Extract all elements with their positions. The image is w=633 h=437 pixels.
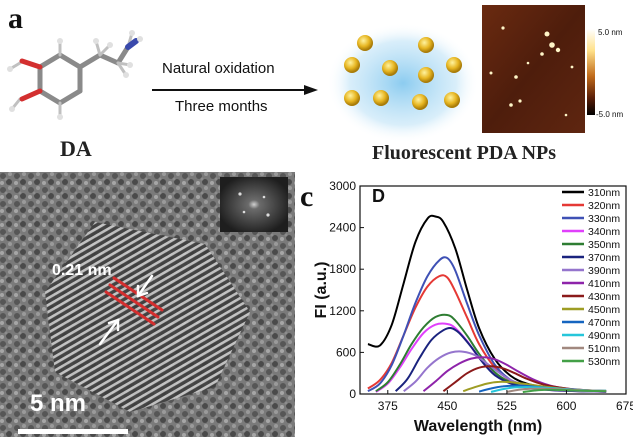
scale-bar-label: 5 nm xyxy=(30,390,87,417)
x-tick-label: 450 xyxy=(437,399,457,413)
arrow-label-top: Natural oxidation xyxy=(162,60,275,77)
legend-label: 310nm xyxy=(588,187,620,199)
legend-label: 390nm xyxy=(588,265,620,277)
legend-label: 370nm xyxy=(588,252,620,264)
lattice-spacing-label: 0.21 nm xyxy=(52,262,112,279)
dopamine-molecule xyxy=(7,30,143,120)
plot-frame xyxy=(359,185,627,395)
panel-c-letter: c xyxy=(300,180,314,213)
pda-nanoparticles-illustration xyxy=(328,23,478,143)
chart-inner-letter: D xyxy=(372,186,385,206)
hrtem-image xyxy=(0,172,295,437)
y-tick-label: 2400 xyxy=(329,221,356,235)
y-tick-label: 3000 xyxy=(329,179,356,193)
legend-label: 330nm xyxy=(588,213,620,225)
afm-height-image xyxy=(482,5,595,133)
legend-label: 530nm xyxy=(588,356,620,368)
x-axis-label: Wavelength (nm) xyxy=(414,418,542,435)
x-tick-label: 525 xyxy=(497,399,517,413)
x-tick-label: 375 xyxy=(378,399,398,413)
legend-label: 510nm xyxy=(588,343,620,355)
y-tick-label: 1800 xyxy=(329,262,356,276)
afm-scale-min-label: -5.0 nm xyxy=(596,110,624,119)
product-label: Fluorescent PDA NPs xyxy=(372,142,557,164)
legend-label: 430nm xyxy=(588,291,620,303)
legend-label: 410nm xyxy=(588,278,620,290)
reaction-arrow xyxy=(152,85,318,95)
x-tick-label: 675 xyxy=(616,399,633,413)
y-tick-label: 600 xyxy=(336,345,356,359)
series-line-330nm xyxy=(367,256,607,393)
legend-label: 450nm xyxy=(588,304,620,316)
x-tick-label: 600 xyxy=(556,399,576,413)
legend-label: 470nm xyxy=(588,317,620,329)
afm-scale-max-label: 5.0 nm xyxy=(598,28,623,37)
legend-label: 320nm xyxy=(588,200,620,212)
legend-label: 490nm xyxy=(588,330,620,342)
y-tick-label: 0 xyxy=(349,387,356,401)
legend-label: 340nm xyxy=(588,226,620,238)
legend-label: 350nm xyxy=(588,239,620,251)
y-tick-label: 1200 xyxy=(329,304,356,318)
arrow-label-bottom: Three months xyxy=(175,98,268,115)
molecule-label: DA xyxy=(60,136,92,161)
series-line-530nm xyxy=(522,388,607,394)
y-axis-label: FI (a.u.) xyxy=(313,262,330,319)
fluorescence-spectra-chart: 375 450 525 600 675 0 600 1200 1800 2400 3000 310n… xyxy=(313,179,633,435)
panel-a-letter: a xyxy=(8,2,23,35)
